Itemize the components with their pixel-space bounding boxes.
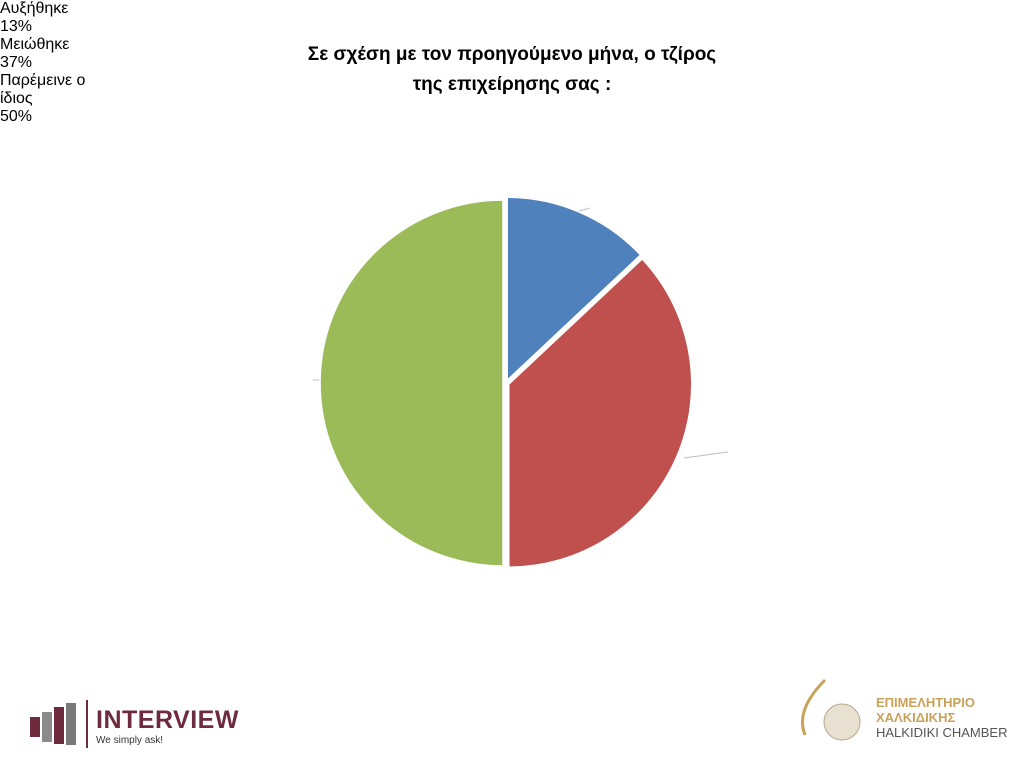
- value-label: 50%: [0, 108, 33, 125]
- logo-name: INTERVIEW: [96, 706, 239, 734]
- logo-line: ΧΑΛΚΙΔΙΚΗΣ: [876, 710, 956, 725]
- chamber-logo-icon: [801, 678, 861, 741]
- leader-line: [683, 451, 729, 459]
- logo-tagline: We simply ask!: [96, 735, 164, 746]
- value-label: 13%: [0, 18, 33, 35]
- chart-title: της επιχείρησης σας :: [412, 74, 612, 95]
- logo-line: HALKIDIKI CHAMBER: [876, 725, 1008, 740]
- category-label: Αυξήθηκε: [0, 0, 69, 17]
- category-label: Μειώθηκε: [0, 36, 70, 53]
- pie-slice: [506, 196, 642, 382]
- data-label: Αυξήθηκε 13%: [0, 0, 84, 36]
- data-label: Μειώθηκε 37%: [0, 36, 84, 72]
- interview-logo-icon: [30, 700, 88, 748]
- logo-line: ΕΠΙΜΕΛΗΤΗΡΙΟ: [876, 695, 975, 710]
- value-label: 37%: [0, 54, 33, 71]
- pie-slice: [319, 199, 504, 567]
- chamber-logo: ΕΠΙΜΕΛΗΤΗΡΙΟ ΧΑΛΚΙΔΙΚΗΣ HALKIDIKI CHAMBE…: [876, 695, 1007, 740]
- pie-slice: [508, 257, 693, 568]
- category-label: Παρέμεινε ο ίδιος: [0, 72, 86, 107]
- data-label: Παρέμεινε ο ίδιος 50%: [0, 72, 105, 126]
- interview-logo: INTERVIEW We simply ask!: [96, 706, 239, 746]
- chart-title: Σε σχέση με τον προηγούμενο μήνα, ο τζίρ…: [307, 44, 717, 65]
